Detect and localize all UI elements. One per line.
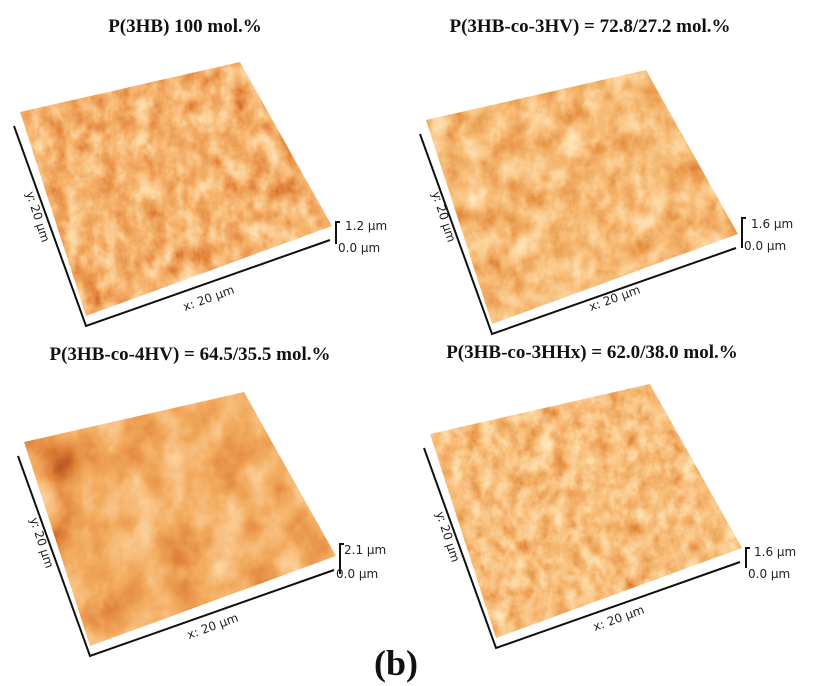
z-scale [745,547,750,568]
z-min-label: 0.0 µm [748,567,790,581]
x-label: x: 20 µm [587,283,642,314]
z-max-label: 1.6 µm [751,217,793,231]
x-label: x: 20 µm [181,283,236,314]
z-min-label: 0.0 µm [336,567,378,581]
afm-panel: 1.2 µm 0.0 µm y: 20 µm x: 20 µm [13,62,387,328]
panel-label: (b) [374,643,418,683]
z-max-label: 2.1 µm [344,543,386,557]
axes [419,133,737,336]
afm-panel: 1.6 µm 0.0 µm y: 20 µm x: 20 µm [419,70,793,336]
surface [430,384,742,638]
z-min-label: 0.0 µm [338,241,380,255]
z-max-label: 1.2 µm [345,219,387,233]
axes [13,125,331,328]
z-min-label: 0.0 µm [744,239,786,253]
z-scale [335,221,340,244]
panel-title: P(3HB) 100 mol.% [108,16,262,37]
panel-title: P(3HB-co-3HHx) = 62.0/38.0 mol.% [446,342,738,363]
surface [426,70,738,324]
surface [24,392,336,646]
afm-panel: 2.1 µm 0.0 µm y: 20 µm x: 20 µm [17,392,386,658]
axes [423,447,741,650]
z-scale [339,543,344,574]
x-label: x: 20 µm [591,603,646,634]
surface [20,62,332,316]
axes [17,455,335,658]
afm-panel: 1.6 µm 0.0 µm y: 20 µm x: 20 µm [423,384,796,650]
panel-title: P(3HB-co-4HV) = 64.5/35.5 mol.% [49,344,330,365]
x-label: x: 20 µm [185,611,240,642]
z-scale [741,217,746,248]
panel-title: P(3HB-co-3HV) = 72.8/27.2 mol.% [449,16,730,37]
z-max-label: 1.6 µm [754,545,796,559]
